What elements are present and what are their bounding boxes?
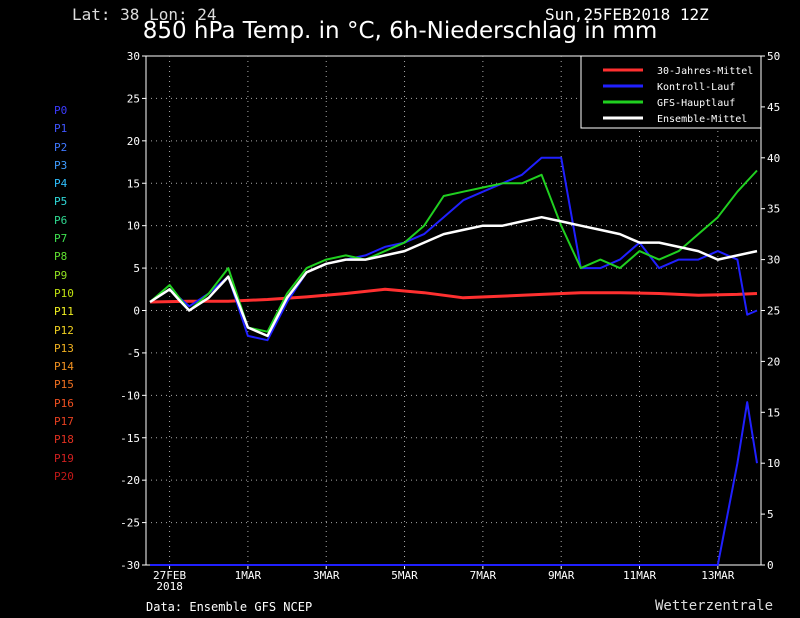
member-label-p13: P13 [54,341,74,355]
member-label-p7: P7 [54,232,68,246]
series-line-ensemble-mittel [149,215,758,338]
legend-label: Ensemble-Mittel [657,114,747,125]
member-label-p12: P12 [54,323,74,337]
member-label-p5: P5 [54,195,68,209]
y-tick-label-right: 45 [767,101,780,114]
x-tick-label: 5MAR [391,569,418,582]
legend-label: GFS-Hauptlauf [657,98,735,109]
member-label-p15: P15 [54,378,74,392]
x-tick-label: 27FEB [153,569,186,582]
y-tick-label-left: -30 [120,559,140,572]
series-line-30-jahres-mittel [149,287,758,304]
y-tick-label-left: -5 [127,347,140,360]
y-tick-label-right: 40 [767,152,780,165]
series-line-niederschlag-kontroll-lauf [150,401,758,566]
y-tick-label-right: 0 [767,559,774,572]
y-tick-label-left: -15 [120,432,140,445]
member-label-p14: P14 [54,360,74,374]
y-tick-label-left: -20 [120,474,140,487]
x-tick-label: 1MAR [235,569,262,582]
y-tick-label-left: 0 [133,305,140,318]
plot-frame [145,55,762,566]
member-label-p17: P17 [54,415,74,429]
y-tick-label-right: 35 [767,203,780,216]
brand-label: Wetterzentrale [655,598,774,614]
member-label-p20: P20 [54,469,74,483]
member-label-p11: P11 [54,305,74,319]
y-tick-label-right: 15 [767,406,780,419]
member-list: P0 P1 P2 P3 P4 P5 P6 P7 P8 P9 P10 P11 P12 P13 P14 P15 P1… [54,102,74,486]
y-tick-label-left: 15 [127,177,140,190]
chart-title: 850 hPa Temp. in °C, 6h-Niederschlag in … [142,18,658,44]
member-label-p3: P3 [54,158,68,172]
x-tick-label: 3MAR [313,569,340,582]
y-tick-label-right: 30 [767,254,780,267]
y-tick-label-right: 10 [767,457,780,470]
y-tick-label-left: 30 [127,50,140,63]
member-label-p2: P2 [54,140,68,154]
x-tick-label: 13MAR [701,569,734,582]
y-tick-label-left: 25 [127,92,140,105]
y-tick-label-right: 5 [767,508,774,521]
member-label-p9: P9 [54,268,68,282]
series-line-kontroll-lauf [149,156,758,342]
member-label-p0: P0 [54,104,68,117]
series-line-gfs-hauptlauf [149,169,758,333]
data-source: Data: Ensemble GFS NCEP [146,600,313,614]
y-tick-label-left: 20 [127,135,140,148]
x-tick-label: 7MAR [470,569,497,582]
y-tick-label-left: -10 [120,389,140,402]
y-tick-label-right: 20 [767,355,780,368]
member-label-p8: P8 [54,250,68,264]
member-label-p4: P4 [54,177,68,191]
y-tick-label-left: 10 [127,220,140,233]
legend-label: Kontroll-Lauf [657,82,735,93]
x-tick-label: 11MAR [623,569,656,582]
member-label-p6: P6 [54,213,68,227]
member-label-p16: P16 [54,396,74,410]
member-label-p1: P1 [54,122,68,136]
member-label-p10: P10 [54,286,74,300]
legend-box [580,55,762,129]
y-tick-label-right: 50 [767,50,780,63]
x-tick-sublabel: 2018 [156,580,183,593]
legend-label: 30-Jahres-Mittel [657,66,753,77]
y-tick-label-left: -25 [120,517,140,530]
member-label-p18: P18 [54,433,74,447]
y-tick-label-right: 25 [767,305,780,318]
run-datetime: Sun,25FEB2018 12Z [545,5,709,24]
location-label: Lat: 38 Lon: 24 [72,5,217,24]
y-tick-label-left: 5 [133,262,140,275]
member-label-p19: P19 [54,451,74,465]
x-tick-label: 9MAR [548,569,575,582]
